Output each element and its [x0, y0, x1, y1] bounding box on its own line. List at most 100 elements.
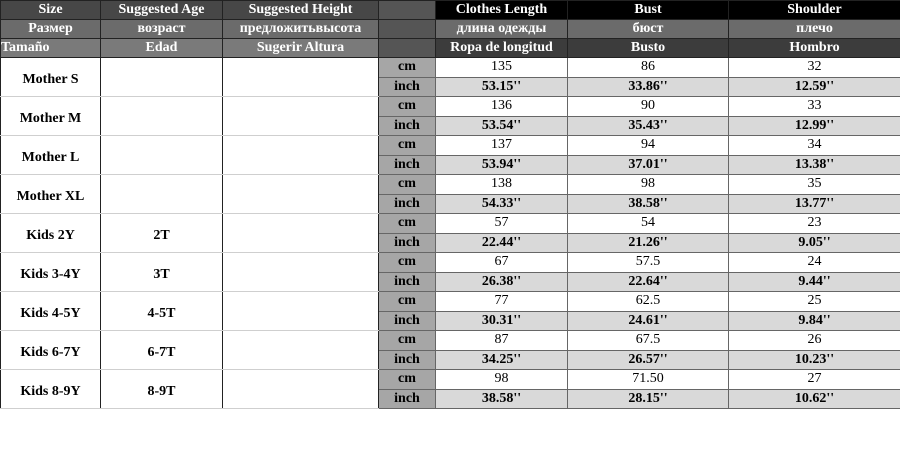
unit-inch-label: inch — [378, 154, 436, 175]
height-cell — [222, 213, 379, 253]
cm-value: 137 — [435, 135, 568, 156]
cm-value: 67 — [435, 252, 568, 273]
size-cell: Kids 8-9Y — [0, 369, 101, 409]
table-row-cm: Kids 8-9Y 8-9T cm 98 71.50 27 — [0, 369, 900, 409]
unit-cm-label: cm — [378, 135, 436, 156]
header-cell — [378, 38, 436, 58]
inch-value: 22.64'' — [567, 271, 729, 292]
age-cell: 4-5T — [100, 291, 223, 331]
header-cell: возраст — [100, 19, 223, 39]
size-cell: Mother S — [0, 57, 101, 97]
header-cell: Size — [0, 0, 101, 20]
inch-value: 12.99'' — [728, 115, 900, 136]
age-cell: 3T — [100, 252, 223, 292]
inch-value: 54.33'' — [435, 193, 568, 214]
unit-cm-label: cm — [378, 330, 436, 351]
cm-value: 86 — [567, 57, 729, 78]
unit-inch-label: inch — [378, 310, 436, 331]
size-chart-table: Size Suggested Age Suggested Height Clothes… — [0, 0, 900, 409]
table-row-inch: inch 54.33'' 38.58'' 13.77'' — [1, 193, 900, 214]
inch-value: 10.62'' — [728, 388, 900, 409]
table-row-inch: inch 53.94'' 37.01'' 13.38'' — [1, 154, 900, 175]
header-cell — [378, 19, 436, 39]
cm-value: 27 — [728, 369, 900, 390]
table-row-inch: inch 34.25'' 26.57'' 10.23'' — [1, 349, 900, 370]
inch-value: 13.38'' — [728, 154, 900, 175]
header-cell: Hombro — [728, 38, 900, 58]
cm-value: 94 — [567, 135, 729, 156]
cm-value: 67.5 — [567, 330, 729, 351]
size-cell: Mother M — [0, 96, 101, 136]
cm-value: 24 — [728, 252, 900, 273]
inch-value: 53.94'' — [435, 154, 568, 175]
height-cell — [222, 291, 379, 331]
header-cell: Edad — [100, 38, 223, 58]
size-cell: Mother XL — [0, 174, 101, 214]
cm-value: 62.5 — [567, 291, 729, 312]
table-row-cm: Mother M cm 136 90 33 — [0, 96, 900, 136]
inch-value: 53.15'' — [435, 76, 568, 97]
cm-value: 135 — [435, 57, 568, 78]
unit-inch-label: inch — [378, 349, 436, 370]
inch-value: 34.25'' — [435, 349, 568, 370]
height-cell — [222, 57, 379, 97]
size-cell: Kids 4-5Y — [0, 291, 101, 331]
unit-inch-label: inch — [378, 271, 436, 292]
inch-value: 35.43'' — [567, 115, 729, 136]
age-cell — [100, 96, 223, 136]
unit-cm-label: cm — [378, 174, 436, 195]
height-cell — [222, 252, 379, 292]
size-cell: Kids 6-7Y — [0, 330, 101, 370]
cm-value: 71.50 — [567, 369, 729, 390]
cm-value: 90 — [567, 96, 729, 117]
cm-value: 54 — [567, 213, 729, 234]
header-row3: Tamaño Edad Sugerir Altura Ropa de longitud… — [0, 38, 900, 58]
header-cell — [378, 0, 436, 20]
cm-value: 32 — [728, 57, 900, 78]
inch-value: 30.31'' — [435, 310, 568, 331]
inch-value: 33.86'' — [567, 76, 729, 97]
cm-value: 98 — [567, 174, 729, 195]
unit-inch-label: inch — [378, 388, 436, 409]
table-row-cm: Mother L cm 137 94 34 — [0, 135, 900, 175]
table-row-cm: Kids 4-5Y 4-5T cm 77 62.5 25 — [0, 291, 900, 331]
cm-value: 136 — [435, 96, 568, 117]
cm-value: 35 — [728, 174, 900, 195]
inch-value: 28.15'' — [567, 388, 729, 409]
inch-value: 9.84'' — [728, 310, 900, 331]
inch-value: 22.44'' — [435, 232, 568, 253]
header-cell: длина одежды — [435, 19, 568, 39]
height-cell — [222, 369, 379, 409]
unit-inch-label: inch — [378, 193, 436, 214]
cm-value: 34 — [728, 135, 900, 156]
unit-cm-label: cm — [378, 213, 436, 234]
header-row1: Size Suggested Age Suggested Height Clothes… — [0, 0, 900, 20]
unit-cm-label: cm — [378, 96, 436, 117]
inch-value: 26.38'' — [435, 271, 568, 292]
inch-value: 13.77'' — [728, 193, 900, 214]
age-cell — [100, 174, 223, 214]
inch-value: 10.23'' — [728, 349, 900, 370]
size-cell: Kids 2Y — [0, 213, 101, 253]
age-cell — [100, 135, 223, 175]
age-cell: 8-9T — [100, 369, 223, 409]
height-cell — [222, 135, 379, 175]
header-cell: бюст — [567, 19, 729, 39]
age-cell — [100, 57, 223, 97]
table-row-cm: Kids 6-7Y 6-7T cm 87 67.5 26 — [0, 330, 900, 370]
unit-inch-label: inch — [378, 115, 436, 136]
table-row-inch: inch 22.44'' 21.26'' 9.05'' — [1, 232, 900, 253]
height-cell — [222, 174, 379, 214]
inch-value: 26.57'' — [567, 349, 729, 370]
inch-value: 12.59'' — [728, 76, 900, 97]
header-cell: Busto — [567, 38, 729, 58]
inch-value: 38.58'' — [435, 388, 568, 409]
cm-value: 23 — [728, 213, 900, 234]
inch-value: 9.05'' — [728, 232, 900, 253]
inch-value: 9.44'' — [728, 271, 900, 292]
inch-value: 53.54'' — [435, 115, 568, 136]
cm-value: 26 — [728, 330, 900, 351]
cm-value: 87 — [435, 330, 568, 351]
table-row-inch: inch 26.38'' 22.64'' 9.44'' — [1, 271, 900, 292]
header-row2: Размер возраст предложитьвысота длина одежд… — [0, 19, 900, 39]
